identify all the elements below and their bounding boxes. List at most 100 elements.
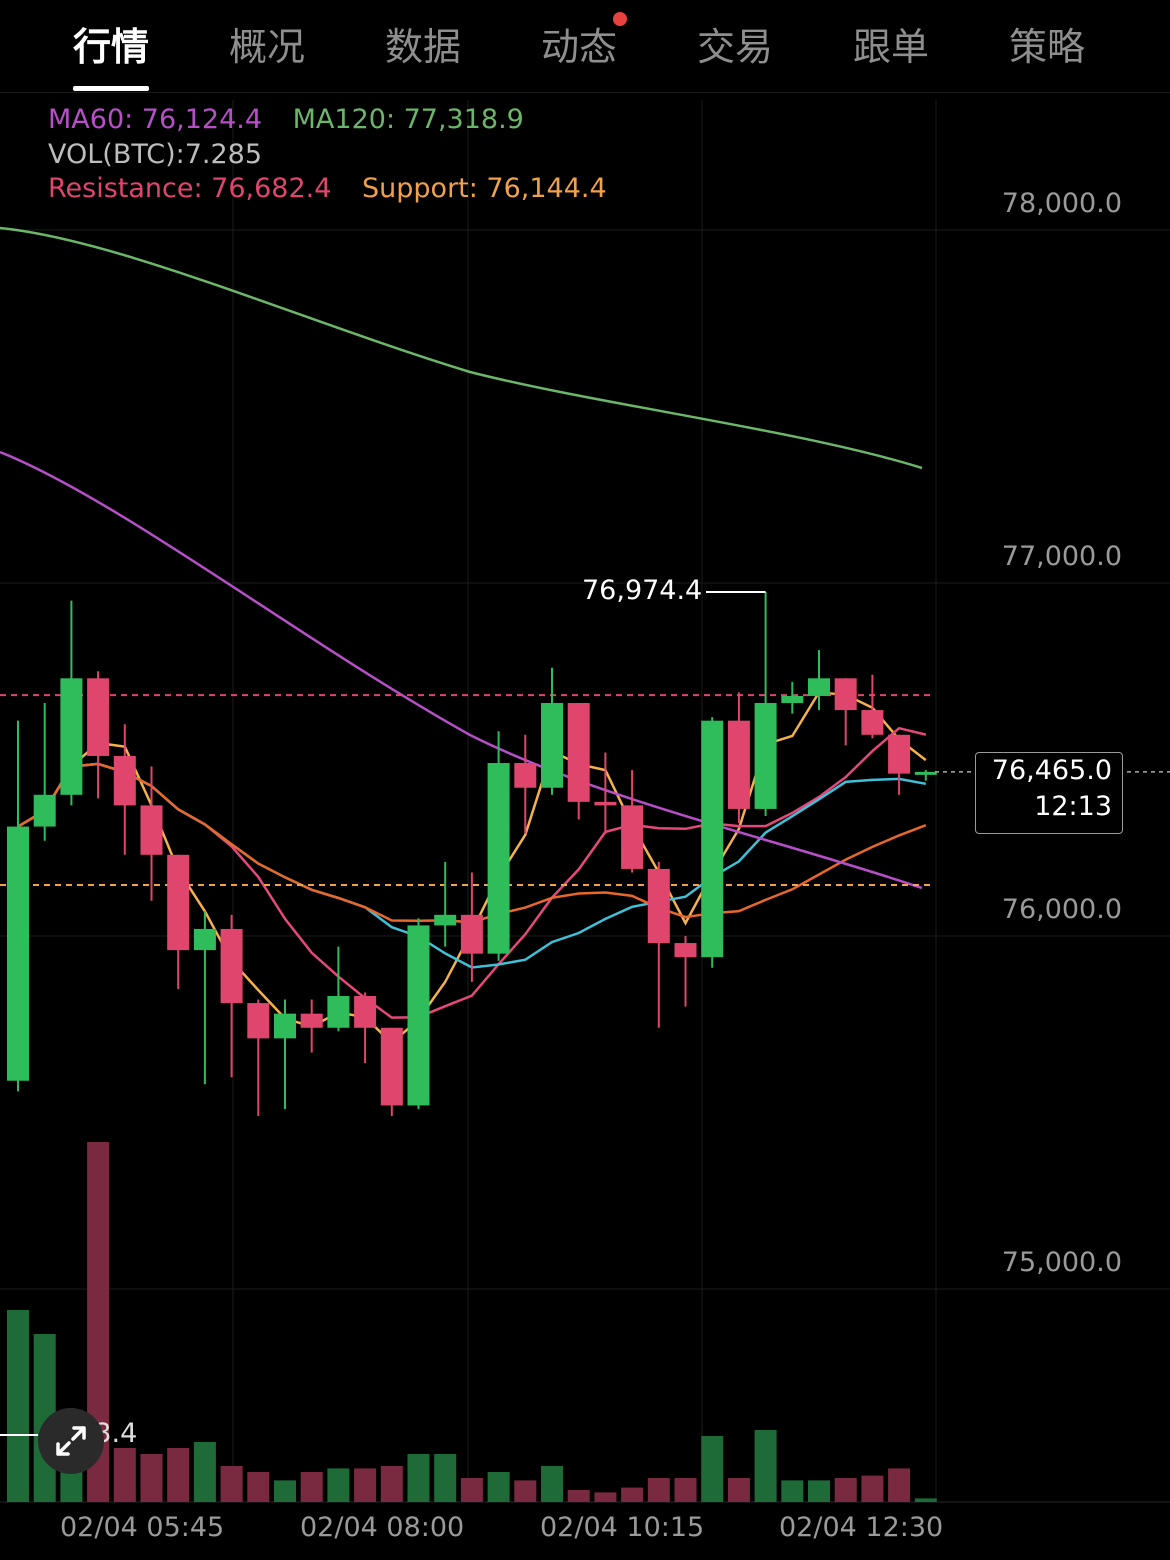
ma-legend: MA60: 76,124.4 MA120: 77,318.9 — [48, 104, 546, 135]
volume-bar — [621, 1487, 644, 1502]
candle-body — [621, 805, 644, 869]
sr-legend: Resistance: 76,682.4 Support: 76,144.4 — [48, 173, 629, 204]
candle-body — [247, 1003, 270, 1039]
volume-bar — [220, 1466, 243, 1502]
x-tick-label: 02/04 05:45 — [60, 1512, 225, 1543]
volume-bar — [327, 1468, 350, 1502]
volume-bar — [300, 1472, 323, 1502]
active-tab-underline — [73, 86, 150, 91]
volume-bar — [647, 1478, 670, 1502]
x-tick-label: 02/04 12:30 — [779, 1512, 944, 1543]
volume-bar — [701, 1436, 724, 1502]
notification-dot — [613, 12, 628, 26]
resistance-value: Resistance: 76,682.4 — [48, 173, 332, 204]
y-tick-label: 75,000.0 — [1001, 1247, 1122, 1278]
candle-body — [300, 1013, 323, 1028]
x-tick-label: 02/04 08:00 — [300, 1512, 465, 1543]
tab-label: 交易 — [697, 25, 774, 69]
volume-bar — [781, 1480, 804, 1502]
candle-body — [354, 996, 377, 1028]
candle-body — [701, 720, 724, 958]
tab-label: 跟单 — [853, 25, 930, 69]
current-price-box[interactable]: 76,465.0 12:13 — [975, 752, 1123, 834]
volume-bar — [193, 1442, 216, 1502]
tab-label: 数据 — [385, 25, 462, 69]
candle-countdown: 12:13 — [1034, 791, 1112, 822]
tab-label: 概况 — [229, 25, 306, 69]
high-price-label: 76,974.4 — [582, 575, 703, 606]
candle-body — [888, 734, 911, 774]
candle-body — [594, 801, 617, 806]
candle-body — [380, 1027, 403, 1106]
volume-value: VOL(BTC):7.285 — [48, 139, 263, 170]
volume-bar — [541, 1466, 563, 1502]
ma120-value: MA120: 77,318.9 — [292, 104, 524, 135]
expand-arrows-icon — [56, 1426, 86, 1456]
candle-body — [274, 1013, 296, 1039]
expand-chart-button[interactable] — [38, 1408, 104, 1474]
candle-body — [407, 925, 430, 1106]
candle-body — [567, 703, 590, 802]
tab-market[interactable]: 行情 — [73, 16, 150, 91]
y-tick-label: 76,000.0 — [1001, 894, 1122, 925]
tab-copy-trading[interactable]: 跟单 — [853, 16, 929, 71]
candle-body — [327, 996, 350, 1028]
candle-body — [861, 710, 884, 735]
tab-strategy[interactable]: 策略 — [1009, 16, 1085, 71]
tab-data[interactable]: 数据 — [385, 16, 461, 71]
candle-body — [87, 678, 110, 756]
candle-body — [914, 771, 937, 775]
candle-body — [487, 763, 510, 954]
support-value: Support: 76,144.4 — [362, 173, 607, 204]
volume-bar — [7, 1310, 29, 1502]
candle-body — [514, 763, 537, 788]
volume-bar — [113, 1448, 136, 1502]
tab-bar: 行情 概况 数据 动态 交易 跟单 策略 — [0, 0, 1170, 91]
volume-bar — [594, 1492, 617, 1502]
candle-body — [834, 678, 857, 711]
volume-bar — [460, 1478, 483, 1502]
candle-body — [60, 678, 83, 795]
volume-bar — [674, 1478, 697, 1502]
volume-bar — [567, 1490, 590, 1502]
candle-body — [460, 914, 483, 954]
tab-label: 动态 — [541, 25, 618, 69]
volume-bar — [727, 1478, 750, 1502]
volume-bar — [407, 1454, 430, 1502]
volume-bar — [808, 1480, 830, 1502]
volume-bar — [514, 1480, 537, 1502]
ma60-value: MA60: 76,124.4 — [48, 104, 263, 135]
volume-bar — [140, 1454, 163, 1502]
volume-bar — [274, 1480, 296, 1502]
volume-bar — [380, 1466, 403, 1502]
volume-bar — [861, 1475, 884, 1502]
candle-body — [808, 678, 830, 696]
tab-divider — [0, 92, 1170, 93]
volume-bar — [434, 1454, 457, 1502]
current-price: 76,465.0 — [991, 755, 1112, 786]
candle-body — [781, 695, 804, 704]
candle-body — [727, 720, 750, 809]
tab-overview[interactable]: 概况 — [229, 16, 305, 71]
y-tick-label: 77,000.0 — [1001, 541, 1122, 572]
tab-label: 行情 — [73, 25, 150, 69]
ma60-line — [0, 450, 923, 890]
candle-body — [541, 703, 563, 788]
tab-label: 策略 — [1009, 25, 1086, 69]
candle-body — [434, 914, 457, 926]
candle-body — [113, 755, 136, 806]
volume-bar — [754, 1430, 777, 1502]
tab-trade[interactable]: 交易 — [697, 16, 773, 71]
volume-bar — [914, 1498, 937, 1502]
candle-body — [193, 928, 216, 951]
ma-line-yellow — [17, 691, 927, 1045]
y-tick-label: 78,000.0 — [1001, 188, 1122, 219]
volume-bar — [487, 1472, 510, 1502]
volume-bar — [167, 1448, 190, 1502]
candle-body — [754, 703, 777, 809]
candle-body — [7, 826, 29, 1081]
tab-news[interactable]: 动态 — [541, 12, 628, 71]
volume-bar — [888, 1468, 911, 1502]
candle-body — [220, 928, 243, 1004]
